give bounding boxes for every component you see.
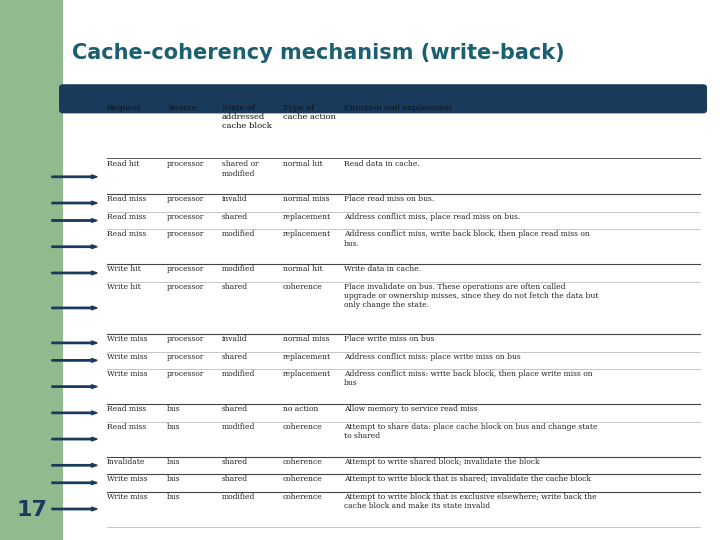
Text: Address conflict miss: write back block, then place write miss on
bus: Address conflict miss: write back block,…	[344, 370, 593, 387]
Text: Allow memory to service read miss: Allow memory to service read miss	[344, 405, 478, 413]
Text: Attempt to write block that is shared; invalidate the cache block: Attempt to write block that is shared; i…	[344, 475, 591, 483]
Text: bus: bus	[167, 492, 181, 501]
Text: coherence: coherence	[283, 475, 323, 483]
Text: replacement: replacement	[283, 370, 331, 378]
Text: modified: modified	[222, 423, 255, 431]
Text: Attempt to share data: place cache block on bus and change state
to shared: Attempt to share data: place cache block…	[344, 423, 598, 440]
Text: 17: 17	[17, 500, 48, 521]
Text: Attempt to write shared block; invalidate the block: Attempt to write shared block; invalidat…	[344, 457, 540, 465]
Text: coherence: coherence	[283, 457, 323, 465]
Text: shared: shared	[222, 457, 248, 465]
Text: shared: shared	[222, 475, 248, 483]
Text: invalid: invalid	[222, 335, 248, 343]
Text: replacement: replacement	[283, 353, 331, 361]
Text: Read miss: Read miss	[107, 213, 146, 221]
Text: modified: modified	[222, 265, 255, 273]
Text: Write hit: Write hit	[107, 283, 140, 291]
Text: processor: processor	[167, 213, 204, 221]
Text: processor: processor	[167, 370, 204, 378]
Text: Read miss: Read miss	[107, 195, 146, 204]
Text: Type of
cache action: Type of cache action	[283, 104, 336, 121]
Text: Attempt to write block that is exclusive elsewhere; write back the
cache block a: Attempt to write block that is exclusive…	[344, 492, 597, 510]
Text: shared: shared	[222, 405, 248, 413]
Text: modified: modified	[222, 492, 255, 501]
Text: coherence: coherence	[283, 492, 323, 501]
Text: Write data in cache.: Write data in cache.	[344, 265, 421, 273]
Text: replacement: replacement	[283, 213, 331, 221]
Text: Source: Source	[167, 104, 197, 112]
Text: invalid: invalid	[222, 195, 248, 204]
Text: normal miss: normal miss	[283, 195, 330, 204]
Text: Write miss: Write miss	[107, 335, 147, 343]
Text: Place invalidate on bus. These operations are often called
upgrade or ownership : Place invalidate on bus. These operation…	[344, 283, 598, 309]
Text: Address conflict miss: place write miss on bus: Address conflict miss: place write miss …	[344, 353, 521, 361]
Text: processor: processor	[167, 231, 204, 238]
Text: Place write miss on bus: Place write miss on bus	[344, 335, 435, 343]
Text: processor: processor	[167, 160, 204, 168]
Text: bus: bus	[167, 405, 181, 413]
Text: modified: modified	[222, 231, 255, 238]
Text: Write hit: Write hit	[107, 265, 140, 273]
Text: coherence: coherence	[283, 283, 323, 291]
Text: processor: processor	[167, 265, 204, 273]
Text: processor: processor	[167, 283, 204, 291]
Text: shared or
modified: shared or modified	[222, 160, 258, 178]
Text: Read hit: Read hit	[107, 160, 139, 168]
Text: shared: shared	[222, 283, 248, 291]
Text: Read miss: Read miss	[107, 405, 146, 413]
Text: Write miss: Write miss	[107, 370, 147, 378]
Text: modified: modified	[222, 370, 255, 378]
Text: replacement: replacement	[283, 231, 331, 238]
Text: Address conflict miss, write back block, then place read miss on
bus.: Address conflict miss, write back block,…	[344, 231, 590, 247]
Text: Cache-coherency mechanism (write-back): Cache-coherency mechanism (write-back)	[72, 43, 564, 63]
Text: Write miss: Write miss	[107, 475, 147, 483]
Text: Request: Request	[107, 104, 141, 112]
Text: shared: shared	[222, 353, 248, 361]
Text: normal hit: normal hit	[283, 160, 323, 168]
Text: bus: bus	[167, 475, 181, 483]
Text: processor: processor	[167, 335, 204, 343]
Text: Address conflict miss, place read miss on bus.: Address conflict miss, place read miss o…	[344, 213, 521, 221]
Text: normal miss: normal miss	[283, 335, 330, 343]
Text: Read miss: Read miss	[107, 231, 146, 238]
Text: Place read miss on bus.: Place read miss on bus.	[344, 195, 434, 204]
Text: Write miss: Write miss	[107, 492, 147, 501]
Text: normal hit: normal hit	[283, 265, 323, 273]
Text: Read data in cache.: Read data in cache.	[344, 160, 420, 168]
Text: Write miss: Write miss	[107, 353, 147, 361]
Text: Read miss: Read miss	[107, 423, 146, 431]
Text: coherence: coherence	[283, 423, 323, 431]
Text: bus: bus	[167, 457, 181, 465]
Text: Function and explanation: Function and explanation	[344, 104, 452, 112]
Text: no action: no action	[283, 405, 318, 413]
Text: State of
addressed
cache block: State of addressed cache block	[222, 104, 271, 130]
Text: processor: processor	[167, 353, 204, 361]
Text: shared: shared	[222, 213, 248, 221]
Text: bus: bus	[167, 423, 181, 431]
Text: processor: processor	[167, 195, 204, 204]
Text: Invalidate: Invalidate	[107, 457, 145, 465]
